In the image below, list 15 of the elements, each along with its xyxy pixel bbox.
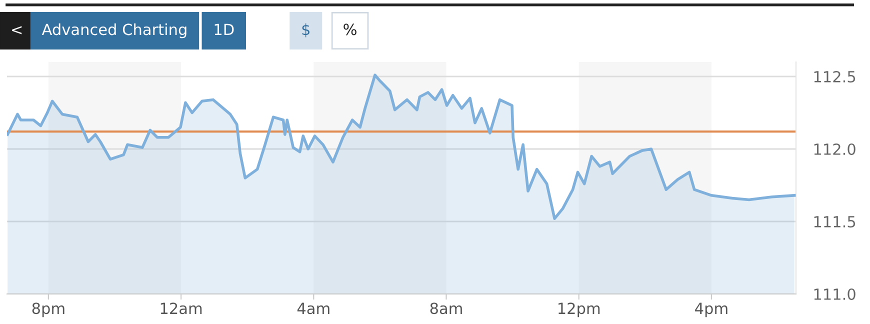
y-tick-label: 111.0 [814,288,856,300]
x-tick-label: 12am [160,302,202,314]
x-tick-label: 8pm [32,302,64,318]
y-tick-label: 112.5 [814,70,856,83]
text: $ [302,23,310,38]
text: Advanced Charting [42,23,186,38]
text: % [344,24,356,36]
text: 1D [214,24,234,35]
x-tick-label: 4am [297,302,330,314]
x-tick-label: 4pm [695,302,728,318]
y-tick-label: 111.5 [814,216,856,228]
x-tick-label: 8am [430,302,462,314]
text: < [12,26,22,34]
x-tick-label: 12pm [558,302,600,318]
y-tick-label: 112.0 [814,143,856,156]
